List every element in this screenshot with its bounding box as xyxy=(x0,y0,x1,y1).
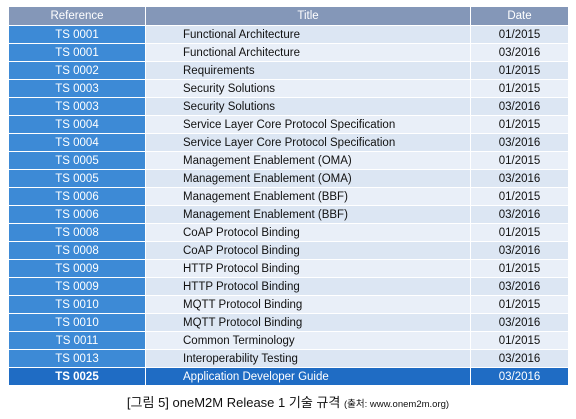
header-cell: Date xyxy=(470,6,569,26)
table-row: TS 0006 Management Enablement (BBF) 03/201… xyxy=(8,205,569,224)
caption-title: [그림 5] oneM2M Release 1 기술 규격 xyxy=(126,395,341,410)
date-cell: 03/2016 xyxy=(470,313,569,332)
table-row: TS 0003 Security Solutions 01/2015 xyxy=(8,79,569,98)
ref-cell: TS 0013 xyxy=(8,349,146,368)
ref-cell: TS 0008 xyxy=(8,241,146,260)
title-cell: Management Enablement (OMA) xyxy=(145,151,471,170)
ref-cell: TS 0001 xyxy=(8,25,146,44)
date-cell: 01/2015 xyxy=(470,25,569,44)
table-row: TS 0010 MQTT Protocol Binding 01/2015 xyxy=(8,295,569,314)
date-cell: 03/2016 xyxy=(470,205,569,224)
table-row: TS 0005 Management Enablement (OMA) 01/201… xyxy=(8,151,569,170)
ref-cell: TS 0003 xyxy=(8,97,146,116)
date-cell: 03/2016 xyxy=(470,133,569,152)
ref-cell: TS 0010 xyxy=(8,313,146,332)
title-cell: HTTP Protocol Binding xyxy=(145,277,471,296)
header-cell: Title xyxy=(145,6,471,26)
table-row: TS 0002 Requirements 01/2015 xyxy=(8,61,569,80)
table-row: TS 0001 Functional Architecture 01/2015 xyxy=(8,25,569,44)
table-row: TS 0008 CoAP Protocol Binding 03/2016 xyxy=(8,241,569,260)
date-cell: 01/2015 xyxy=(470,151,569,170)
table-row: TS 0008 CoAP Protocol Binding 01/2015 xyxy=(8,223,569,242)
table-row: TS 0025 Application Developer Guide 03/201… xyxy=(8,367,569,386)
date-cell: 03/2016 xyxy=(470,241,569,260)
ref-cell: TS 0004 xyxy=(8,133,146,152)
title-cell: Functional Architecture xyxy=(145,43,471,62)
date-cell: 01/2015 xyxy=(470,79,569,98)
caption: [그림 5] oneM2M Release 1 기술 규격 (출처: www.o… xyxy=(0,392,576,411)
ref-cell: TS 0006 xyxy=(8,205,146,224)
date-cell: 03/2016 xyxy=(470,43,569,62)
ref-cell: TS 0010 xyxy=(8,295,146,314)
ref-cell: TS 0005 xyxy=(8,169,146,188)
table-row: TS 0005 Management Enablement (OMA) 03/201… xyxy=(8,169,569,188)
ref-cell: TS 0009 xyxy=(8,259,146,278)
date-cell: 03/2016 xyxy=(470,367,569,386)
title-cell: Management Enablement (BBF) xyxy=(145,187,471,206)
title-cell: MQTT Protocol Binding xyxy=(145,295,471,314)
table-row: TS 0009 HTTP Protocol Binding 03/2016 xyxy=(8,277,569,296)
title-cell: CoAP Protocol Binding xyxy=(145,241,471,260)
title-cell: Application Developer Guide xyxy=(145,367,471,386)
ref-cell: TS 0011 xyxy=(8,331,146,350)
date-cell: 03/2016 xyxy=(470,97,569,116)
date-cell: 01/2015 xyxy=(470,61,569,80)
title-cell: Security Solutions xyxy=(145,79,471,98)
table-row: TS 0006 Management Enablement (BBF) 01/201… xyxy=(8,187,569,206)
title-cell: Functional Architecture xyxy=(145,25,471,44)
ref-cell: TS 0009 xyxy=(8,277,146,296)
table-row: TS 0004 Service Layer Core Protocol Speci… xyxy=(8,115,569,134)
title-cell: HTTP Protocol Binding xyxy=(145,259,471,278)
caption-source: (출처: www.onem2m.org) xyxy=(343,399,450,410)
table-row: TS 0010 MQTT Protocol Binding 03/2016 xyxy=(8,313,569,332)
date-cell: 03/2016 xyxy=(470,349,569,368)
date-cell: 01/2015 xyxy=(470,259,569,278)
table-row: TS 0001 Functional Architecture 03/2016 xyxy=(8,43,569,62)
date-cell: 01/2015 xyxy=(470,295,569,314)
table-row: TS 0004 Service Layer Core Protocol Speci… xyxy=(8,133,569,152)
title-cell: Management Enablement (BBF) xyxy=(145,205,471,224)
ref-cell: TS 0001 xyxy=(8,43,146,62)
ref-cell: TS 0003 xyxy=(8,79,146,98)
ref-cell: TS 0005 xyxy=(8,151,146,170)
title-cell: Requirements xyxy=(145,61,471,80)
table-row: TS 0013 Interoperability Testing 03/2016 xyxy=(8,349,569,368)
ref-cell: TS 0004 xyxy=(8,115,146,134)
date-cell: 01/2015 xyxy=(470,115,569,134)
title-cell: Management Enablement (OMA) xyxy=(145,169,471,188)
date-cell: 03/2016 xyxy=(470,169,569,188)
ref-cell: TS 0008 xyxy=(8,223,146,242)
ref-cell: TS 0002 xyxy=(8,61,146,80)
header-row: Reference Title Date xyxy=(8,6,569,26)
table-row: TS 0011 Common Terminology 01/2015 xyxy=(8,331,569,350)
table-row: TS 0003 Security Solutions 03/2016 xyxy=(8,97,569,116)
date-cell: 01/2015 xyxy=(470,223,569,242)
table-row: TS 0009 HTTP Protocol Binding 01/2015 xyxy=(8,259,569,278)
date-cell: 03/2016 xyxy=(470,277,569,296)
ref-cell: TS 0006 xyxy=(8,187,146,206)
date-cell: 01/2015 xyxy=(470,331,569,350)
date-cell: 01/2015 xyxy=(470,187,569,206)
title-cell: Common Terminology xyxy=(145,331,471,350)
ref-cell: TS 0025 xyxy=(8,367,146,386)
title-cell: Interoperability Testing xyxy=(145,349,471,368)
spec-table: Reference Title Date TS 0001 Functional Arc… xyxy=(8,6,569,386)
title-cell: MQTT Protocol Binding xyxy=(145,313,471,332)
title-cell: Service Layer Core Protocol Specificatio… xyxy=(145,133,471,152)
header-cell: Reference xyxy=(8,6,146,26)
title-cell: Security Solutions xyxy=(145,97,471,116)
title-cell: CoAP Protocol Binding xyxy=(145,223,471,242)
title-cell: Service Layer Core Protocol Specificatio… xyxy=(145,115,471,134)
